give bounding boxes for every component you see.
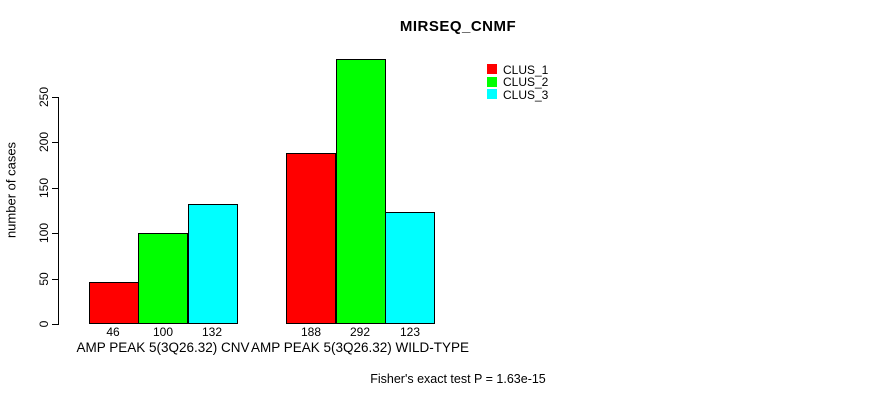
y-axis-line bbox=[58, 97, 59, 325]
bar-value-label: 188 bbox=[300, 325, 322, 339]
bar-clus_2-group2 bbox=[336, 59, 386, 324]
y-tick-label: 150 bbox=[37, 177, 51, 198]
legend-swatch-clus_1 bbox=[487, 64, 497, 74]
y-tick-mark bbox=[52, 278, 58, 280]
fisher-test-annotation: Fisher's exact test P = 1.63e-15 bbox=[370, 372, 546, 386]
legend-label-clus_2: CLUS_2 bbox=[503, 75, 549, 89]
legend-swatch-clus_2 bbox=[487, 76, 497, 87]
y-tick-mark bbox=[52, 97, 58, 98]
bar-clus_1-group2 bbox=[286, 153, 336, 324]
bar-value-label: 100 bbox=[152, 325, 174, 339]
bar-value-label: 132 bbox=[201, 325, 223, 339]
bar-clus_1-group1 bbox=[89, 282, 139, 324]
bar-clus_3-group1 bbox=[188, 204, 238, 324]
category-label-group2: AMP PEAK 5(3Q26.32) WILD-TYPE bbox=[250, 340, 470, 355]
bar-clus_2-group1 bbox=[138, 233, 188, 324]
bar-value-label: 292 bbox=[349, 325, 371, 339]
legend-swatch-clus_3 bbox=[487, 89, 497, 99]
bar-clus_3-group2 bbox=[385, 212, 435, 324]
legend-label-clus_3: CLUS_3 bbox=[503, 87, 549, 102]
y-tick-mark bbox=[52, 187, 58, 189]
bar-value-label: 123 bbox=[399, 325, 421, 339]
bar-value-label: 46 bbox=[106, 325, 120, 339]
y-tick-label: 0 bbox=[37, 320, 51, 328]
y-tick-mark bbox=[52, 233, 58, 235]
y-tick-label: 200 bbox=[37, 132, 51, 153]
y-tick-label: 100 bbox=[37, 223, 51, 244]
category-label-group1: AMP PEAK 5(3Q26.32) CNV bbox=[76, 340, 250, 355]
y-tick-label: 50 bbox=[37, 271, 51, 286]
chart-title: MIRSEQ_CNMF bbox=[399, 18, 517, 35]
legend-label-clus_1: CLUS_1 bbox=[503, 62, 549, 77]
y-tick-mark bbox=[52, 324, 58, 325]
y-tick-mark bbox=[52, 142, 58, 144]
y-axis-label: number of cases bbox=[3, 141, 19, 239]
y-tick-label: 250 bbox=[37, 86, 51, 108]
